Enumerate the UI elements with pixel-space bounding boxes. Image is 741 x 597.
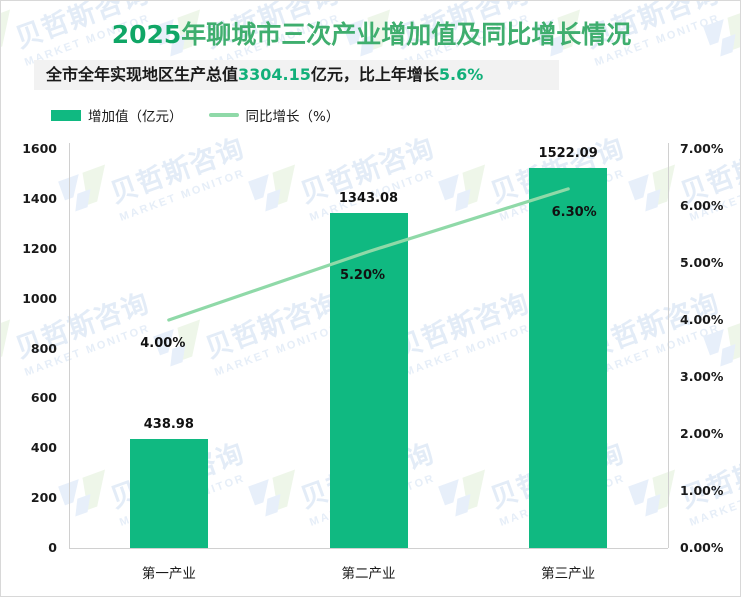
y-axis-line-left xyxy=(69,143,70,548)
bar-column[interactable] xyxy=(329,213,408,548)
y-axis-tick-left: 1000 xyxy=(22,290,57,306)
y-axis-tick-left: 200 xyxy=(30,490,57,506)
x-axis-line xyxy=(69,548,668,549)
bar-value-label: 1343.08 xyxy=(338,191,399,207)
line-value-label: 4.00% xyxy=(140,336,186,351)
y-axis-tick-right: 0.00% xyxy=(680,540,724,555)
legend-item-bar[interactable]: 增加值（亿元） xyxy=(51,105,183,125)
subtitle-band xyxy=(34,60,559,90)
x-axis-category-label: 第二产业 xyxy=(341,566,396,582)
bar-column[interactable] xyxy=(129,438,208,548)
y-axis-tick-right: 4.00% xyxy=(680,312,724,327)
y-axis-tick-right: 3.00% xyxy=(680,369,724,384)
legend-item-line-label: 同比增长（%） xyxy=(245,109,340,125)
line-value-label: 5.20% xyxy=(339,267,386,283)
bar-value-label: 438.98 xyxy=(143,416,194,432)
subtitle-text-mid: 亿元，比上年增长 xyxy=(310,65,439,84)
y-axis-tick-left: 600 xyxy=(30,390,57,406)
bar-value-label: 1522.09 xyxy=(538,146,598,162)
y-axis-tick-left: 1600 xyxy=(22,141,57,156)
subtitle: 全市全年实现地区生产总值3304.15亿元，比上年增长5.6% xyxy=(46,60,483,90)
y-axis-tick-right: 2.00% xyxy=(680,426,724,441)
x-axis-category-label: 第一产业 xyxy=(141,566,196,582)
chart-legend: 增加值（亿元） 同比增长（%） xyxy=(51,105,339,125)
y-axis-tick-left: 800 xyxy=(30,340,57,356)
y-axis-tick-right: 6.00% xyxy=(680,198,724,213)
y-axis-tick-left: 400 xyxy=(30,440,57,456)
y-axis-tick-left: 1400 xyxy=(22,190,57,206)
y-axis-tick-right: 7.00% xyxy=(680,141,724,156)
line-value-label: 6.30% xyxy=(551,204,597,220)
legend-item-bar-label: 增加值（亿元） xyxy=(88,109,183,125)
y-axis-tick-left: 1200 xyxy=(22,240,57,256)
x-axis-category-label: 第三产业 xyxy=(541,566,596,582)
bar-column[interactable] xyxy=(529,168,608,548)
page-title: 2025年聊城市三次产业增加值及同比增长情况 xyxy=(1,19,740,51)
subtitle-growth-value: 5.6% xyxy=(438,65,484,84)
legend-item-line[interactable]: 同比增长（%） xyxy=(208,105,340,125)
page-title-year: 2025 xyxy=(111,20,182,49)
y-axis-tick-right: 1.00% xyxy=(680,483,724,498)
subtitle-text-lead: 全市全年实现地区生产总值 xyxy=(46,65,239,84)
subtitle-gdp-value: 3304.15 xyxy=(238,65,311,84)
y-axis-tick-right: 5.00% xyxy=(680,255,724,270)
legend-bar-swatch-icon xyxy=(51,109,81,121)
y-axis-tick-left: 0 xyxy=(48,540,57,555)
legend-line-swatch-icon xyxy=(208,113,239,117)
page-title-rest: 年聊城市三次产业增加值及同比增长情况 xyxy=(181,20,632,49)
y-axis-line-right xyxy=(668,143,669,548)
